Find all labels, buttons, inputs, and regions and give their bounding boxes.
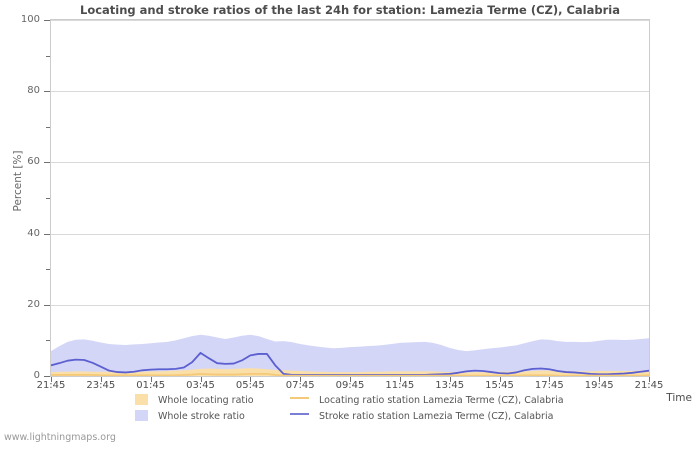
y-axis-tick [44,91,50,93]
gridline [51,91,649,93]
legend-label: Locating ratio station Lamezia Terme (CZ… [319,395,564,406]
area-series [51,334,649,376]
line-series [51,372,649,376]
plot-area [50,19,650,377]
legend-label: Whole locating ratio [158,395,254,406]
chart-legend: Whole locating ratio Whole stroke ratio … [135,394,675,426]
x-axis-title: Time [666,392,692,404]
y-axis-tick-label: 80 [27,85,40,97]
x-axis-tick [100,377,102,382]
y-axis-tick-minor [46,55,50,57]
x-axis-tick [549,377,551,382]
legend-swatch-icon [135,394,148,405]
x-axis-tick [449,377,451,382]
legend-line-icon [290,413,309,415]
x-axis-tick [150,377,152,382]
legend-label: Stroke ratio station Lamezia Terme (CZ),… [319,411,554,422]
y-axis-tick [44,376,50,377]
x-axis-tick-label: 15:45 [485,380,514,391]
x-axis-tick-label: 21:45 [634,380,664,391]
y-axis-tick-minor [46,340,50,342]
x-axis-tick-label: 05:45 [235,380,265,391]
gridline [51,162,649,164]
x-axis-tick [300,377,302,382]
y-axis-tick-minor [46,126,50,128]
x-axis-tick [200,377,202,382]
legend-line-icon [290,397,309,399]
x-axis-tick-label: 03:45 [186,380,215,391]
y-axis-title: Percent [%] [12,150,24,212]
x-axis-tick [649,377,650,382]
legend-item-locating-ratio-station[interactable]: Locating ratio station Lamezia Terme (CZ… [290,394,564,408]
y-axis-tick [44,162,50,164]
watermark-link[interactable]: www.lightningmaps.org [4,432,116,443]
gridline [51,20,649,21]
x-axis-tick [350,377,351,382]
legend-swatch-icon [135,410,148,421]
y-axis-tick [44,20,50,21]
y-axis-tick [44,304,50,306]
legend-label: Whole stroke ratio [158,411,245,422]
x-axis-tick [499,377,501,382]
x-axis-tick-label: 19:45 [584,380,614,391]
legend-item-stroke-ratio-station[interactable]: Stroke ratio station Lamezia Terme (CZ),… [290,410,553,424]
x-axis-tick-label: 17:45 [534,380,564,391]
x-axis-tick [250,377,252,382]
x-axis-tick [51,377,52,382]
y-axis-tick-minor [46,269,50,271]
legend-item-whole-stroke-ratio[interactable]: Whole stroke ratio [135,410,245,424]
gridline [51,233,649,235]
data-series-layer [51,334,649,376]
x-axis-tick-label: 21:45 [36,380,66,391]
legend-item-whole-locating-ratio[interactable]: Whole locating ratio [135,394,254,408]
x-axis-tick-label: 11:45 [385,380,415,391]
y-axis-tick-label: 0 [33,370,40,381]
y-axis-tick-label: 100 [20,14,40,25]
y-axis-tick-minor [46,198,50,199]
x-axis-tick-label: 09:45 [335,380,365,391]
chart-title: Locating and stroke ratios of the last 2… [80,3,620,17]
y-axis-tick-label: 40 [27,227,40,239]
x-axis-tick [399,377,401,382]
y-axis-tick-label: 60 [27,156,40,168]
gridline [51,304,649,306]
x-axis-tick [599,377,601,382]
y-axis-tick-label: 20 [27,298,40,310]
x-axis-tick-label: 13:45 [435,380,465,391]
x-axis-tick-label: 07:45 [285,380,315,391]
x-axis-tick-label: 01:45 [136,380,166,391]
x-axis-tick-label: 23:45 [86,380,116,391]
y-axis-tick [44,233,50,235]
